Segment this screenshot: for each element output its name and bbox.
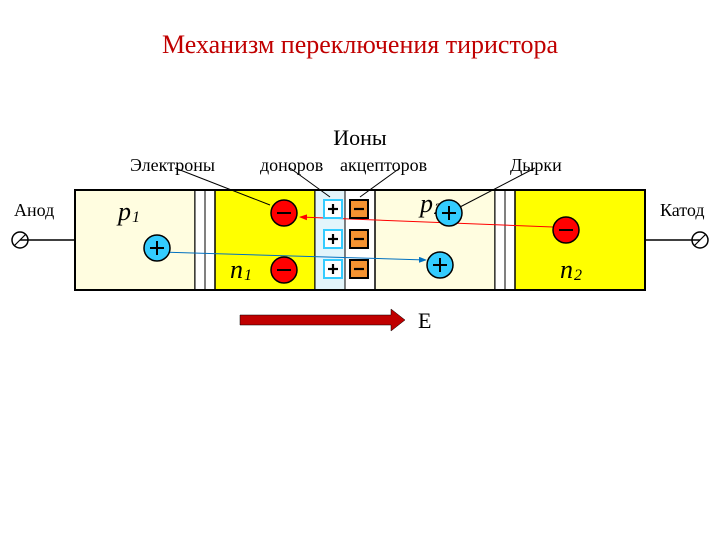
diagram-svg: p1n1p2n2 (0, 0, 720, 540)
region-p1 (75, 190, 195, 290)
svg-text:1: 1 (244, 267, 252, 284)
e-field-arrow (240, 309, 405, 331)
label-p1: p (116, 197, 131, 226)
label-n1: n (230, 255, 243, 284)
svg-text:2: 2 (574, 267, 582, 284)
label-p2: p (418, 189, 433, 218)
svg-text:1: 1 (132, 209, 140, 226)
label-n2: n (560, 255, 573, 284)
